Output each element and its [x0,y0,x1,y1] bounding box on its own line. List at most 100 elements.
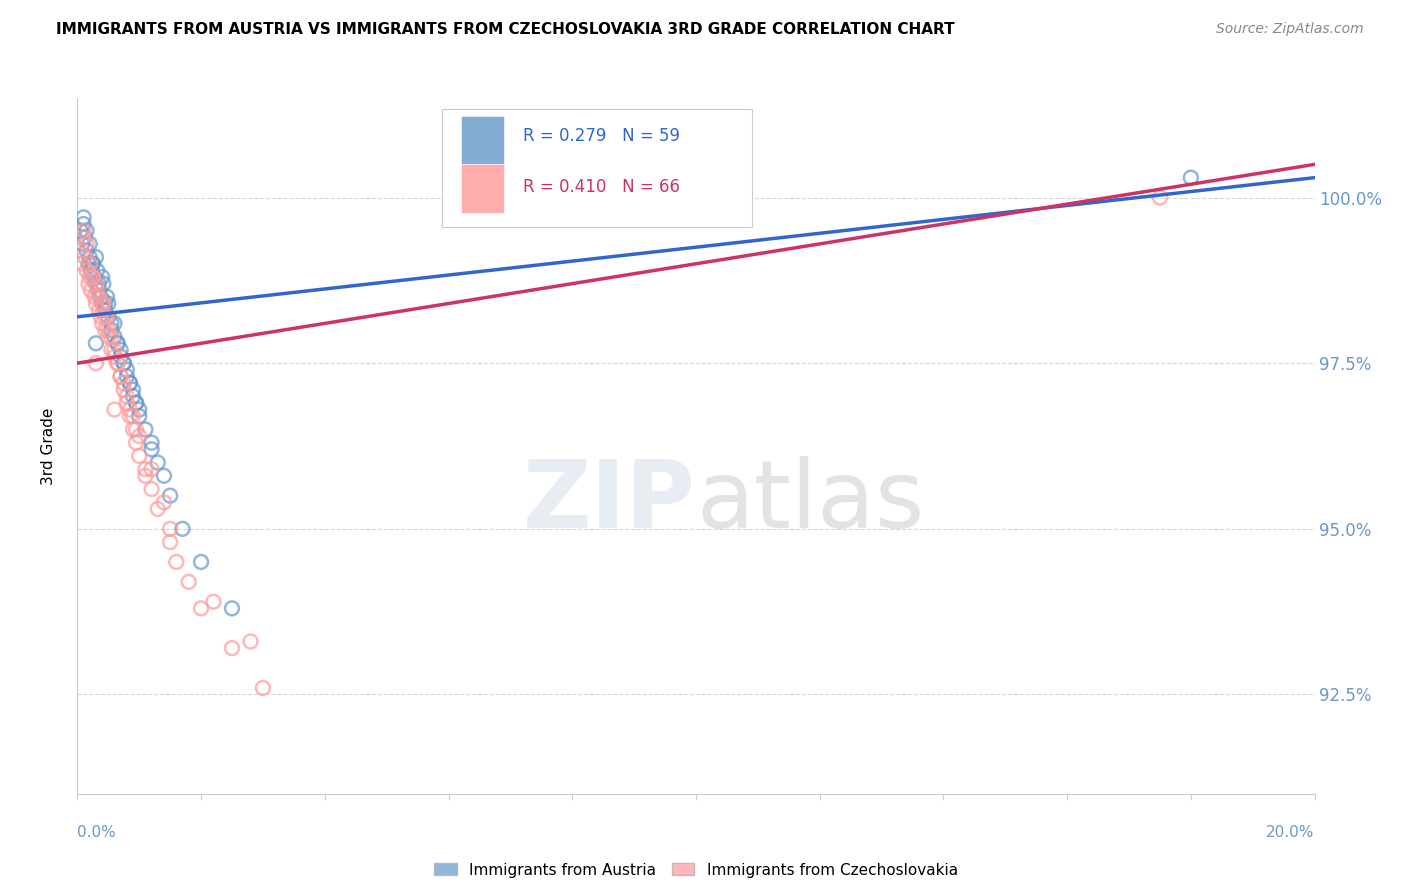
Point [69,224,91,238]
Point [84,277,107,291]
Point [122,422,145,436]
Point [91,296,114,310]
Point [112,383,135,397]
Point [79,257,101,271]
Point [112,356,135,370]
Point [252,681,274,695]
Point [125,396,148,410]
Text: ZIP: ZIP [523,456,696,548]
Point [122,383,145,397]
Point [118,376,141,390]
Point [76,263,98,277]
Point [100,329,122,343]
Point [82,257,104,271]
Point [87,303,110,318]
Point [91,296,114,310]
Point [172,522,194,536]
Text: 0.0%: 0.0% [77,825,117,840]
Text: Source: ZipAtlas.com: Source: ZipAtlas.com [1216,22,1364,37]
Bar [461,164,505,213]
Point [125,422,148,436]
Point [1149,190,1171,204]
Point [97,329,120,343]
Point [84,250,107,264]
Point [153,495,176,509]
Point [118,402,141,417]
Point [79,236,101,251]
Point [177,574,200,589]
Point [190,601,212,615]
Point [76,244,98,258]
Point [94,310,117,324]
Point [125,435,148,450]
Point [190,555,212,569]
Text: IMMIGRANTS FROM AUSTRIA VS IMMIGRANTS FROM CZECHOSLOVAKIA 3RD GRADE CORRELATION : IMMIGRANTS FROM AUSTRIA VS IMMIGRANTS FR… [56,22,955,37]
Point [84,336,107,351]
Point [110,350,132,364]
Point [82,257,104,271]
Point [94,323,117,337]
Text: atlas: atlas [696,456,924,548]
Point [202,595,225,609]
Point [221,641,243,656]
Point [103,329,125,343]
Point [239,634,262,648]
Point [128,402,150,417]
Point [84,277,107,291]
Point [87,290,110,304]
Point [80,263,103,277]
Point [90,310,112,324]
Point [91,296,114,310]
Point [128,429,150,443]
Text: R = 0.279   N = 59: R = 0.279 N = 59 [523,128,679,145]
Point [103,343,125,357]
Bar [461,115,505,164]
Point [73,230,96,244]
Point [72,217,94,231]
Point [153,468,176,483]
FancyBboxPatch shape [443,109,752,227]
Point [112,356,135,370]
Point [87,277,110,291]
Point [115,396,138,410]
Point [96,290,118,304]
Point [128,409,150,424]
Point [103,402,125,417]
Point [128,449,150,463]
Point [84,296,107,310]
Point [94,296,117,310]
Point [72,236,94,251]
Point [97,296,120,310]
Point [84,356,107,370]
Point [82,270,104,285]
Point [159,535,181,549]
Point [91,270,114,285]
Point [134,422,156,436]
Legend: Immigrants from Austria, Immigrants from Czechoslovakia: Immigrants from Austria, Immigrants from… [427,856,965,884]
Point [72,230,94,244]
Point [100,323,122,337]
Point [87,283,110,297]
Point [100,343,122,357]
Point [83,290,105,304]
Point [76,236,98,251]
Y-axis label: 3rd Grade: 3rd Grade [42,408,56,484]
Point [122,389,145,403]
Point [141,462,163,476]
Point [83,270,105,285]
Point [122,409,145,424]
Point [77,277,100,291]
Point [91,317,114,331]
Text: 20.0%: 20.0% [1267,825,1315,840]
Point [110,343,132,357]
Point [107,356,129,370]
Point [141,442,163,457]
Point [97,323,120,337]
Point [110,369,132,384]
Text: R = 0.410   N = 66: R = 0.410 N = 66 [523,178,679,196]
Point [107,336,129,351]
Point [1180,170,1202,185]
Point [107,356,129,370]
Point [72,211,94,225]
Point [97,310,120,324]
